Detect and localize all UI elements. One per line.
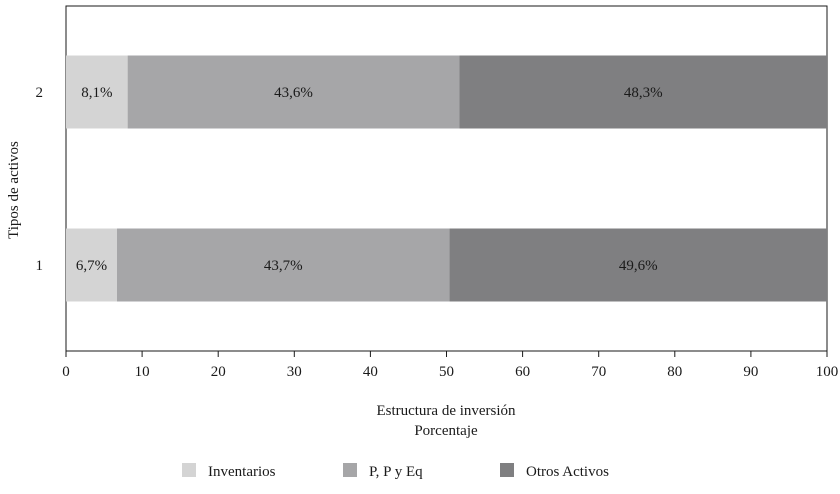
data-label-1-2: 49,6% <box>619 258 658 274</box>
y-axis: 12 <box>36 85 44 274</box>
legend-swatch <box>343 463 357 477</box>
y-axis-title: Tipos de activos <box>6 141 22 239</box>
x-tick-label: 70 <box>591 364 606 380</box>
legend: Inventarios P, P y Eq Otros Activos <box>182 463 609 480</box>
data-label-2-2: 48,3% <box>624 85 663 101</box>
legend-label: Otros Activos <box>526 464 609 480</box>
x-tick-label: 60 <box>515 364 530 380</box>
bar-segment-2-2 <box>459 55 827 129</box>
legend-swatch <box>182 463 196 477</box>
bar-segment-2-0 <box>66 55 128 129</box>
x-tick-label: 20 <box>211 364 226 380</box>
data-label-2-0: 8,1% <box>81 85 112 101</box>
x-tick-label: 0 <box>62 364 70 380</box>
x-axis: 0 10 20 30 40 50 60 70 80 90 100 <box>62 351 838 380</box>
x-tick-label: 10 <box>135 364 150 380</box>
x-tick-label: 30 <box>287 364 302 380</box>
y-tick-label: 2 <box>36 85 44 101</box>
legend-swatch <box>500 463 514 477</box>
data-label-2-1: 43,6% <box>274 85 313 101</box>
x-tick-label: 50 <box>439 364 454 380</box>
legend-label: P, P y Eq <box>369 464 423 480</box>
data-label-1-0: 6,7% <box>76 258 107 274</box>
y-tick-label: 1 <box>36 258 44 274</box>
x-axis-title-line-1: Estructura de inversión <box>376 403 516 419</box>
bars-layer: 6,7% 43,7% 49,6% 8,1% 43,6% 48,3% <box>66 55 827 302</box>
x-tick-label: 100 <box>816 364 839 380</box>
x-axis-title-line-2: Porcentaje <box>414 423 478 439</box>
legend-label: Inventarios <box>208 464 276 480</box>
x-tick-label: 90 <box>743 364 758 380</box>
x-tick-label: 80 <box>667 364 682 380</box>
x-tick-label: 40 <box>363 364 378 380</box>
bar-segment-1-2 <box>449 228 827 302</box>
bar-segment-1-1 <box>116 228 450 302</box>
data-label-1-1: 43,7% <box>264 258 303 274</box>
bar-segment-2-1 <box>127 55 460 129</box>
bar-segment-1-0 <box>66 228 117 302</box>
